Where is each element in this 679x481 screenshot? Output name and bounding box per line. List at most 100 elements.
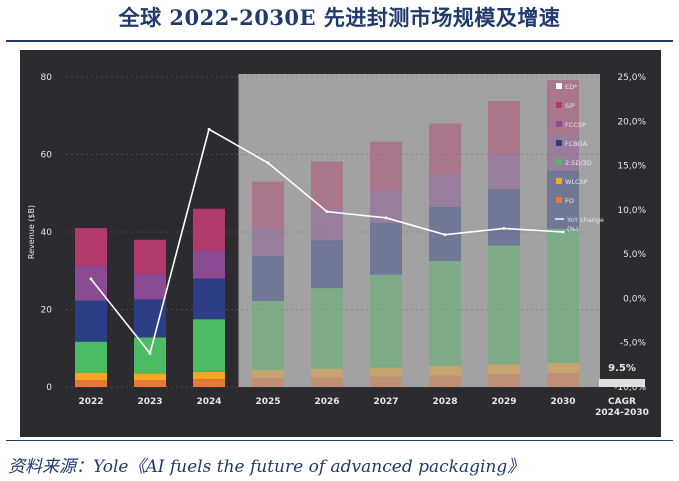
x-tick-label: 2030 [550,397,575,407]
bar-segment [134,273,166,300]
x-tick-label: 2029 [491,397,516,407]
legend-label: WLCSP [565,178,588,186]
y-tick-label: 20 [41,306,53,316]
bar-segment [193,208,225,251]
y-tick-label: 40 [41,228,53,238]
legend-swatch [556,121,562,127]
x-tick-label: 2023 [137,397,162,407]
bar-segment [311,209,343,241]
bar-segment [547,228,579,363]
x-tick-label: 2022 [78,397,103,407]
page-title: 全球 2022-2030E 先进封测市场规模及增速 [118,5,561,30]
bar-segment [252,181,284,228]
legend-swatch [556,178,562,184]
y-axis-label: Revenue ($B) [27,205,36,259]
bar-segment [488,154,520,189]
bar-segment [252,369,284,379]
bar-segment [75,228,107,266]
x-tick-label: 2025 [255,397,280,407]
bar-segment [75,341,107,373]
yoy-point [266,161,270,165]
legend-label: 2.5D/3D [565,159,592,167]
bar-segment [193,319,225,372]
bar-segment [311,288,343,369]
bar-segment [488,245,520,365]
x-tick-label: 2026 [314,397,339,407]
bar-segment [429,261,461,367]
bar-segment [370,274,402,368]
bar-segment [547,135,579,171]
bar-segment [75,265,107,301]
bar-segment [252,378,284,387]
bar-segment [193,278,225,320]
bar-segment [134,380,166,387]
yoy-point [325,210,329,214]
bar-segment [429,375,461,387]
bar-segment [370,141,402,191]
bar-segment [370,376,402,387]
bar-segment [252,300,284,370]
bar-segment [311,240,343,289]
yoy-point [443,233,447,237]
title-divider [6,40,673,42]
x-tick-label: 2028 [432,397,457,407]
legend-swatch [556,83,562,89]
bar-segment [547,373,579,387]
y2-tick-label: -10,0% [614,383,646,393]
y2-tick-label: 5,0% [623,250,646,260]
bar-segment [75,300,107,342]
y-tick-label: 80 [41,73,53,83]
bar-segment [134,299,166,338]
legend-swatch [556,102,562,108]
bar-segment [311,368,343,378]
x-tick-label: 2027 [373,397,398,407]
bar-segment [488,101,520,155]
source-note: 资料来源：Yole《AI fuels the future of advance… [8,457,525,477]
bar-segment [429,123,461,174]
bar-segment [547,362,579,374]
bar-segment [547,80,579,136]
bar-segment [193,379,225,387]
y2-tick-label: 25,0% [617,73,646,83]
y2-tick-label: 15,0% [617,162,646,172]
bar-segment [75,380,107,387]
yoy-point [561,230,565,234]
y2-tick-label: 20,0% [617,117,646,127]
y-tick-label: 60 [41,151,53,161]
bar-segment [134,239,166,274]
yoy-point [89,277,93,281]
cagr-bar [599,379,645,387]
bar-segment [134,373,166,381]
legend-label: FCBGA [565,140,588,148]
legend-label: FCCSP [565,121,586,129]
y2-tick-label: -5,0% [620,339,647,349]
x-tick-label-cagr: CAGR [608,397,636,407]
yoy-point [148,351,152,355]
yoy-point [384,216,388,220]
legend-label: YoY change [566,216,604,224]
legend-swatch [556,140,562,146]
legend-swatch [556,159,562,165]
bar-segment [193,250,225,279]
legend-label: ED* [565,83,578,91]
y2-tick-label: 10,0% [617,206,646,216]
y2-tick-label: 0,0% [623,294,646,304]
bar-segment [429,366,461,376]
bar-segment [252,256,284,301]
yoy-point [502,227,506,230]
legend-label: SiP [565,102,575,110]
bar-segment [311,377,343,387]
bar-segment [75,372,107,381]
y-tick-label: 0 [46,383,52,393]
legend-swatch [556,197,562,203]
x-tick-label-cagr-range: 2024-2030 [595,408,649,418]
source-divider [6,440,673,441]
x-tick-label: 2024 [196,397,221,407]
bar-segment [370,367,402,377]
bar-segment [252,227,284,257]
stacked-bar-chart: 0 20 40 60 80 -10,0% -5,0% 0,0% 5,0% 10,0% 15,0% 20… [27,73,649,418]
cagr-value-label: 9.5% [608,363,636,374]
bar-segment [193,371,225,380]
yoy-point [207,127,211,131]
bar-segment [488,188,520,246]
